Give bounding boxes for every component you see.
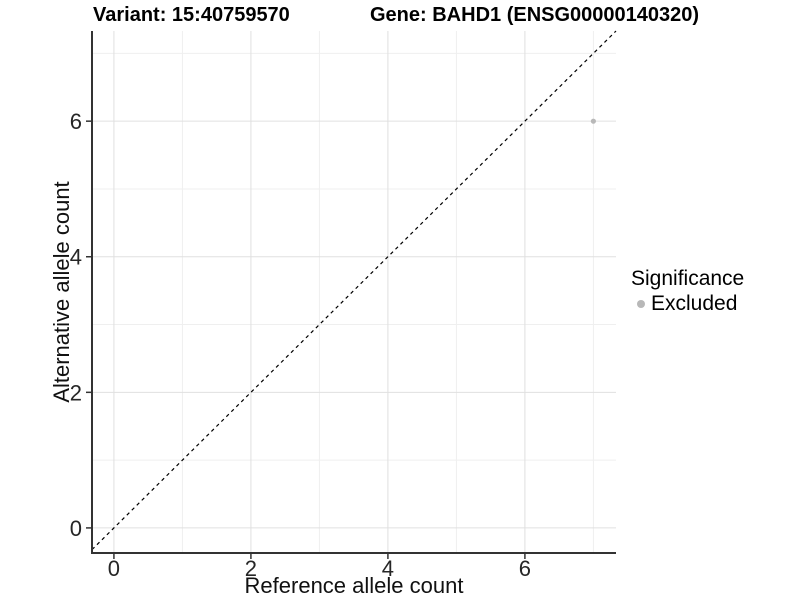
variant-title: Variant: 15:40759570 (93, 4, 290, 26)
y-tick-label: 2 (70, 380, 82, 405)
legend-item-excluded: Excluded (631, 292, 744, 316)
x-tick-label: 6 (519, 556, 531, 581)
legend-title: Significance (631, 267, 745, 290)
data-point (590, 118, 596, 124)
x-tick-label: 0 (108, 556, 120, 581)
legend-item-label: Excluded (651, 292, 738, 315)
identity-reference-line (91, 30, 617, 551)
y-tick-label: 6 (70, 109, 82, 134)
x-tick-label: 4 (382, 556, 394, 581)
excluded-dot-icon (637, 300, 645, 308)
y-axis-title: Alternative allele count (49, 181, 74, 403)
legend: Significance Excluded (631, 266, 744, 316)
y-tick-label: 0 (70, 516, 82, 541)
y-tick-label: 4 (70, 245, 82, 270)
x-tick-label: 2 (245, 556, 257, 581)
gene-title: Gene: BAHD1 (ENSG00000140320) (370, 4, 700, 26)
x-axis-title: Reference allele count (244, 573, 464, 598)
